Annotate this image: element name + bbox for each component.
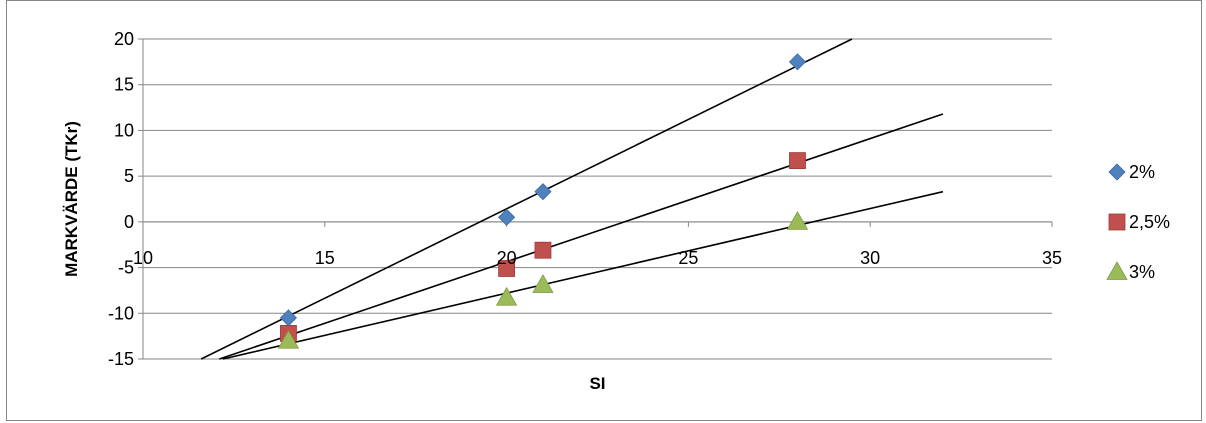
tick-labels: 20 15 10 5 0 -5 -10 -15 10 15 20 25 30 35 [108, 29, 1062, 369]
legend-marker-diamond [1108, 163, 1126, 181]
legend-item: 2% [1108, 162, 1155, 182]
trendlines [200, 38, 944, 360]
x-tick-label: 25 [678, 248, 698, 268]
legend-marker-triangle [1106, 261, 1128, 280]
legend: 2% 2,5% 3% [1106, 162, 1170, 282]
y-tick-label: 5 [124, 166, 134, 186]
y-tick-label: -10 [108, 303, 134, 323]
data-point-square [534, 241, 552, 259]
x-tick-label: 35 [1042, 248, 1062, 268]
y-tick-label: 20 [114, 29, 134, 49]
x-tick-label: 15 [315, 248, 335, 268]
data-point-square [498, 260, 516, 277]
data-point-triangle [495, 286, 518, 306]
y-tick-label: -5 [118, 258, 134, 278]
chart-frame [6, 0, 1202, 421]
y-axis-title: MARKVÄRDE (TKr) [62, 121, 81, 277]
x-tick-label: 30 [860, 248, 880, 268]
data-point-triangle [786, 211, 809, 230]
trendline [222, 190, 944, 360]
y-tick-label: 15 [114, 75, 134, 95]
data-point-triangle [277, 329, 300, 349]
y-tick-label: 10 [114, 120, 134, 140]
legend-label: 2% [1129, 162, 1155, 182]
data-point-diamond [534, 183, 552, 201]
legend-label: 2,5% [1129, 212, 1170, 232]
data-point-diamond [788, 53, 807, 71]
x-axis-title: SI [589, 374, 605, 393]
legend-item: 3% [1106, 261, 1155, 282]
data-point-diamond [498, 208, 516, 226]
y-tick-label: -15 [108, 349, 134, 369]
data-point-triangle [532, 274, 554, 293]
data-points [277, 53, 809, 349]
legend-marker-square [1108, 213, 1126, 231]
trendline [219, 113, 944, 360]
gridlines [143, 38, 1052, 360]
x-tick-label: 20 [497, 248, 517, 268]
data-point-square [789, 152, 806, 170]
y-tick-label: 0 [124, 212, 134, 232]
legend-label: 3% [1129, 262, 1155, 282]
data-point-diamond [279, 309, 298, 327]
axes [138, 38, 1053, 360]
x-tick-label: 10 [133, 248, 153, 268]
legend-item: 2,5% [1108, 212, 1170, 232]
trendline [200, 38, 853, 360]
